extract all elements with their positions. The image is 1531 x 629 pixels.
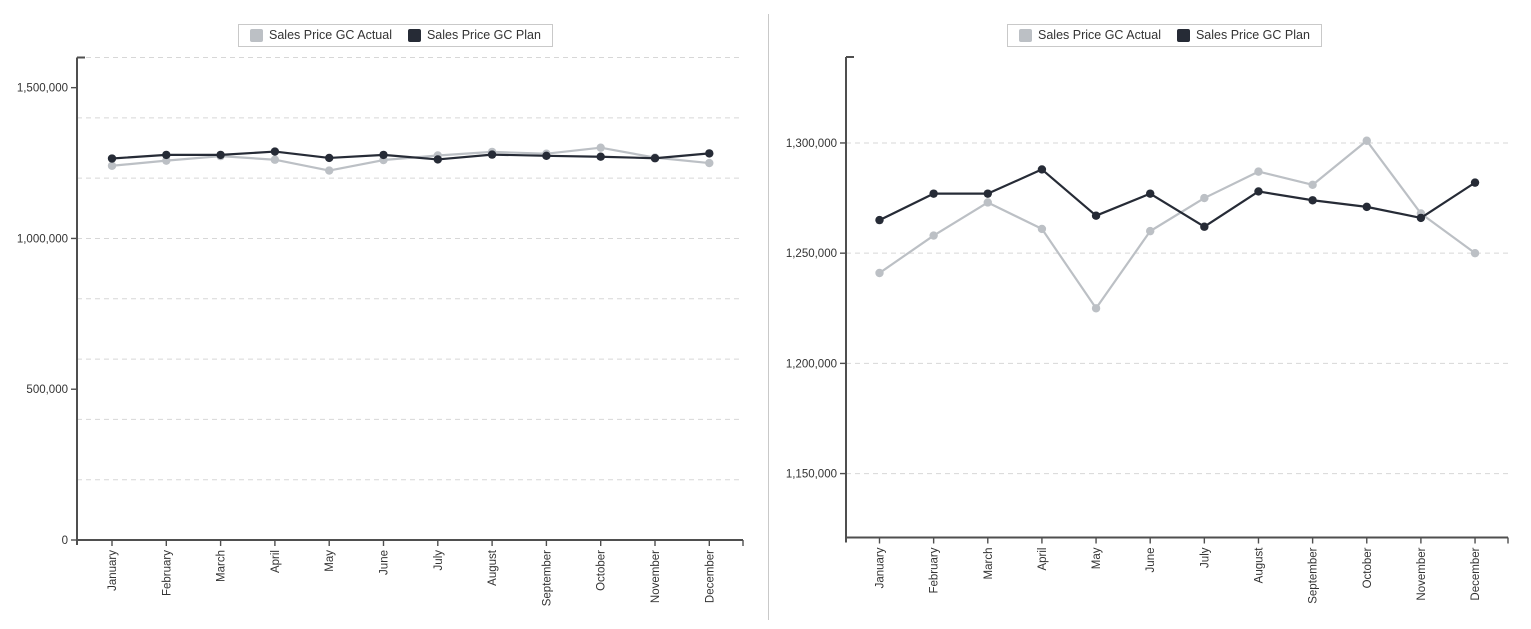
chart-panel-full-scale: 0 500,000 1,000,000 1,500,000 January Februar… — [17, 24, 744, 606]
x-tick-label: February — [929, 547, 941, 593]
y-tick-label: 500,000 — [26, 384, 68, 396]
x-tick-label: December — [1470, 547, 1482, 600]
data-point-april-sales-price-gc-actual — [1037, 224, 1047, 234]
legend-swatch-actual-icon — [250, 29, 263, 42]
x-tick-label: September — [541, 550, 553, 606]
legend-label-actual: Sales Price GC Actual — [269, 28, 392, 42]
data-point-december-sales-price-gc-plan — [705, 149, 714, 158]
legend-item-plan[interactable]: Sales Price GC Plan — [407, 25, 541, 46]
data-point-june-sales-price-gc-actual — [1146, 226, 1155, 236]
legend-swatch-plan-icon — [1176, 29, 1190, 42]
data-point-october-sales-price-gc-plan — [596, 152, 605, 161]
data-point-september-sales-price-gc-actual — [1308, 180, 1317, 190]
data-point-august-sales-price-gc-plan — [1254, 187, 1263, 196]
x-tick-label: September — [1308, 547, 1320, 603]
x-tick-label: July — [1199, 547, 1211, 568]
data-point-july-sales-price-gc-plan — [1200, 222, 1209, 231]
x-tick-label: December — [704, 550, 716, 603]
data-point-october-sales-price-gc-actual — [596, 143, 605, 152]
x-tick-label: June — [379, 550, 391, 575]
series-line-sales-price-gc-actual — [110, 146, 711, 172]
y-tick-label: 1,250,000 — [786, 248, 837, 260]
x-tick-label: April — [270, 550, 282, 573]
data-point-february-sales-price-gc-actual — [929, 231, 938, 240]
legend-left: Sales Price GC Actual Sales Price GC Pla… — [238, 24, 553, 47]
x-tick-label: January — [107, 550, 119, 591]
data-point-june-sales-price-gc-plan — [1146, 189, 1155, 198]
data-point-november-sales-price-gc-plan — [650, 154, 660, 163]
panel-divider — [768, 14, 769, 620]
legend-label-plan: Sales Price GC Plan — [1195, 28, 1310, 42]
data-point-february-sales-price-gc-plan — [929, 189, 938, 198]
data-point-december-sales-price-gc-plan — [1470, 178, 1480, 187]
data-point-august-sales-price-gc-plan — [487, 150, 497, 159]
chart-panel-zoomed: 1,150,000 1,200,000 1,250,000 1,300,000 Janu… — [769, 0, 1531, 629]
x-tick-label: October — [596, 550, 608, 591]
line-chart-zoomed: 1,150,000 1,200,000 1,250,000 1,300,000 Janu… — [786, 56, 1509, 604]
y-tick-label: 1,000,000 — [17, 233, 68, 245]
legend-item-actual[interactable]: Sales Price GC Actual — [1019, 25, 1161, 46]
x-tick-label: August — [1253, 547, 1265, 584]
x-tick-label: March — [983, 548, 995, 580]
x-tick-label: July — [433, 550, 445, 571]
series-line-sales-price-gc-plan — [110, 150, 711, 161]
legend-right: Sales Price GC Actual Sales Price GC Pla… — [1007, 24, 1322, 47]
data-point-january-sales-price-gc-actual — [107, 161, 117, 170]
y-tick-label: 1,150,000 — [786, 469, 837, 481]
data-point-april-sales-price-gc-plan — [1037, 165, 1047, 174]
legend-item-actual[interactable]: Sales Price GC Actual — [250, 25, 392, 46]
x-tick-label: February — [161, 550, 173, 596]
data-point-february-sales-price-gc-plan — [162, 150, 171, 160]
x-tick-label: May — [1091, 547, 1103, 569]
data-point-march-sales-price-gc-plan — [983, 189, 992, 198]
data-point-march-sales-price-gc-plan — [216, 150, 225, 160]
x-tick-label: March — [216, 550, 228, 582]
x-tick-label: April — [1037, 548, 1049, 571]
legend-label-actual: Sales Price GC Actual — [1038, 28, 1161, 42]
data-point-may-sales-price-gc-plan — [1091, 211, 1101, 220]
data-point-november-sales-price-gc-plan — [1416, 213, 1426, 223]
data-point-march-sales-price-gc-actual — [983, 198, 992, 207]
data-point-may-sales-price-gc-actual — [325, 166, 334, 175]
x-tick-label: August — [487, 549, 499, 586]
data-point-may-sales-price-gc-plan — [325, 153, 334, 163]
legend-item-plan[interactable]: Sales Price GC Plan — [1176, 25, 1310, 46]
y-tick-label: 0 — [62, 535, 68, 547]
legend-swatch-actual-icon — [1019, 29, 1032, 42]
data-point-april-sales-price-gc-plan — [270, 147, 280, 156]
y-tick-label: 1,500,000 — [17, 83, 68, 95]
y-tick-label: 1,200,000 — [786, 358, 837, 370]
data-point-january-sales-price-gc-plan — [875, 215, 884, 225]
data-point-september-sales-price-gc-plan — [1308, 196, 1317, 205]
series-line-sales-price-gc-plan — [878, 168, 1477, 228]
x-tick-label: January — [875, 547, 887, 588]
legend-swatch-plan-icon — [407, 29, 421, 42]
data-point-august-sales-price-gc-actual — [1254, 167, 1263, 176]
data-point-october-sales-price-gc-actual — [1362, 136, 1371, 145]
x-tick-label: October — [1362, 547, 1374, 588]
line-chart-full-scale: 0 500,000 1,000,000 1,500,000 January Februar… — [17, 56, 744, 606]
data-point-january-sales-price-gc-plan — [107, 154, 117, 163]
y-tick-label: 1,300,000 — [786, 138, 837, 150]
data-point-september-sales-price-gc-plan — [542, 151, 551, 161]
series-line-sales-price-gc-actual — [878, 139, 1477, 310]
data-point-july-sales-price-gc-actual — [1200, 193, 1209, 203]
legend-label-plan: Sales Price GC Plan — [426, 28, 541, 42]
data-point-december-sales-price-gc-actual — [705, 158, 714, 168]
data-point-may-sales-price-gc-actual — [1091, 304, 1101, 313]
x-tick-label: November — [650, 550, 662, 603]
x-tick-label: June — [1145, 548, 1157, 573]
data-point-december-sales-price-gc-actual — [1470, 248, 1480, 258]
x-tick-label: November — [1416, 547, 1428, 600]
data-point-july-sales-price-gc-plan — [433, 155, 442, 164]
data-point-april-sales-price-gc-actual — [270, 155, 280, 164]
data-point-january-sales-price-gc-actual — [875, 268, 884, 278]
data-point-june-sales-price-gc-plan — [379, 150, 388, 160]
data-point-october-sales-price-gc-plan — [1362, 202, 1371, 212]
x-tick-label: May — [324, 550, 336, 572]
